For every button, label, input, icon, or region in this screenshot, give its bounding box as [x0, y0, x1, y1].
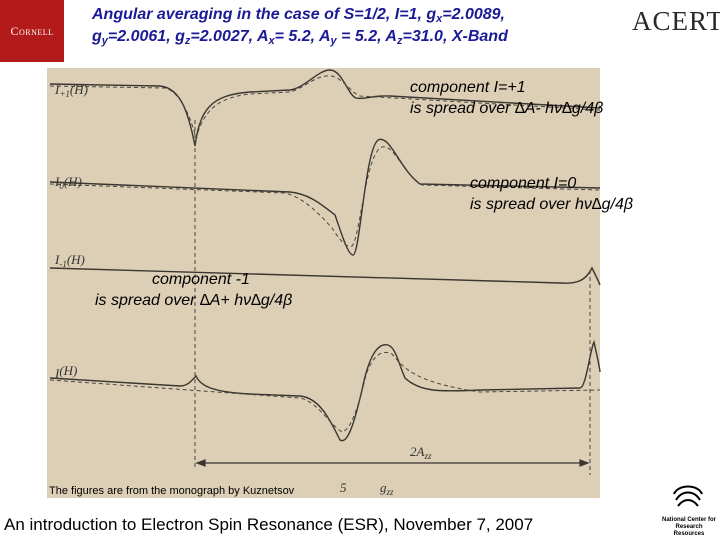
trace-label: I+1(H) [54, 82, 88, 99]
logo-swirl [673, 485, 703, 507]
annotation: component -1 [152, 271, 250, 288]
trace-label-sub: 0 [59, 181, 64, 191]
slide-title: Angular averaging in the case of S=1/2, … [92, 4, 612, 48]
span-arrow [195, 459, 590, 467]
span-main: 2A [410, 444, 425, 459]
g-label: gzz [380, 480, 394, 497]
trace-dashed [49, 146, 601, 247]
trace-label-main: I [54, 252, 60, 267]
traces [49, 69, 601, 442]
title-part: = 5.2, A [336, 28, 397, 45]
title-sub: y [101, 35, 108, 47]
ncrr-logo: National Center for Research Resources [662, 517, 716, 538]
title-part: =2.0027, A [190, 28, 269, 45]
trace-label-rest: (H) [70, 82, 88, 97]
g-sub: zz [386, 487, 395, 497]
annotation: component I=+1 [410, 79, 526, 96]
trace-label-main: I [54, 366, 60, 381]
trace-label-main: I [54, 174, 60, 189]
trace-dashed [49, 351, 601, 433]
annotation: is spread over ∆A- hν∆g/4β [410, 100, 603, 117]
footer-text: An introduction to Electron Spin Resonan… [4, 515, 534, 534]
logo-text: Cornell [10, 23, 54, 38]
span-sub: zz [423, 451, 432, 461]
acert-logo: ACERT [632, 6, 720, 37]
ncrr-logo-mark [673, 485, 703, 507]
mark-label: 5 [340, 480, 347, 495]
title-part: =2.0061, g [107, 28, 185, 45]
arrow-heads [195, 459, 590, 467]
trace-dashed [49, 75, 601, 140]
trace [49, 339, 601, 442]
trace [49, 138, 601, 256]
figure-photo [47, 68, 600, 498]
trace-label: I0(H) [54, 174, 82, 191]
title-part: = 5.2, A [274, 28, 331, 45]
title-sub: x [268, 35, 275, 47]
logo-text: National Center for Research Resources [662, 517, 717, 537]
trace-label: I-1(H) [54, 252, 85, 269]
dashed-traces [49, 75, 601, 475]
cornell-logo: Cornell [0, 0, 64, 62]
title-sub: x [436, 13, 443, 25]
title-sub: z [396, 35, 403, 47]
trace-label-rest: (H) [67, 252, 85, 267]
trace [49, 266, 601, 286]
logo-text: ACERT [632, 6, 720, 36]
caption: The figures are from the monograph by Ku… [49, 485, 295, 497]
title-part: Angular averaging in the case of S=1/2, … [92, 6, 437, 23]
title-part: =2.0089, [442, 6, 505, 23]
trace-label-rest: (H) [64, 174, 82, 189]
annotation: is spread over ∆A+ hν∆g/4β [95, 292, 292, 309]
trace-label-main: I [54, 82, 60, 97]
annotation: component I=0 [470, 175, 576, 192]
title-part: g [92, 28, 102, 45]
annotation: is spread over hν∆g/4β [470, 196, 633, 213]
trace [49, 69, 601, 147]
trace-label-sub: +1 [59, 89, 70, 99]
title-sub: z [184, 35, 191, 47]
title-part: =31.0, X-Band [402, 28, 508, 45]
span-label: 2Azz [410, 444, 432, 461]
title-sub: y [330, 35, 337, 47]
trace-label-sub: -1 [59, 259, 67, 269]
trace-label-rest: (H) [59, 363, 77, 378]
footer: An introduction to Electron Spin Resonan… [4, 515, 533, 535]
trace-label: I(H) [54, 363, 77, 381]
g-main: g [380, 480, 387, 495]
